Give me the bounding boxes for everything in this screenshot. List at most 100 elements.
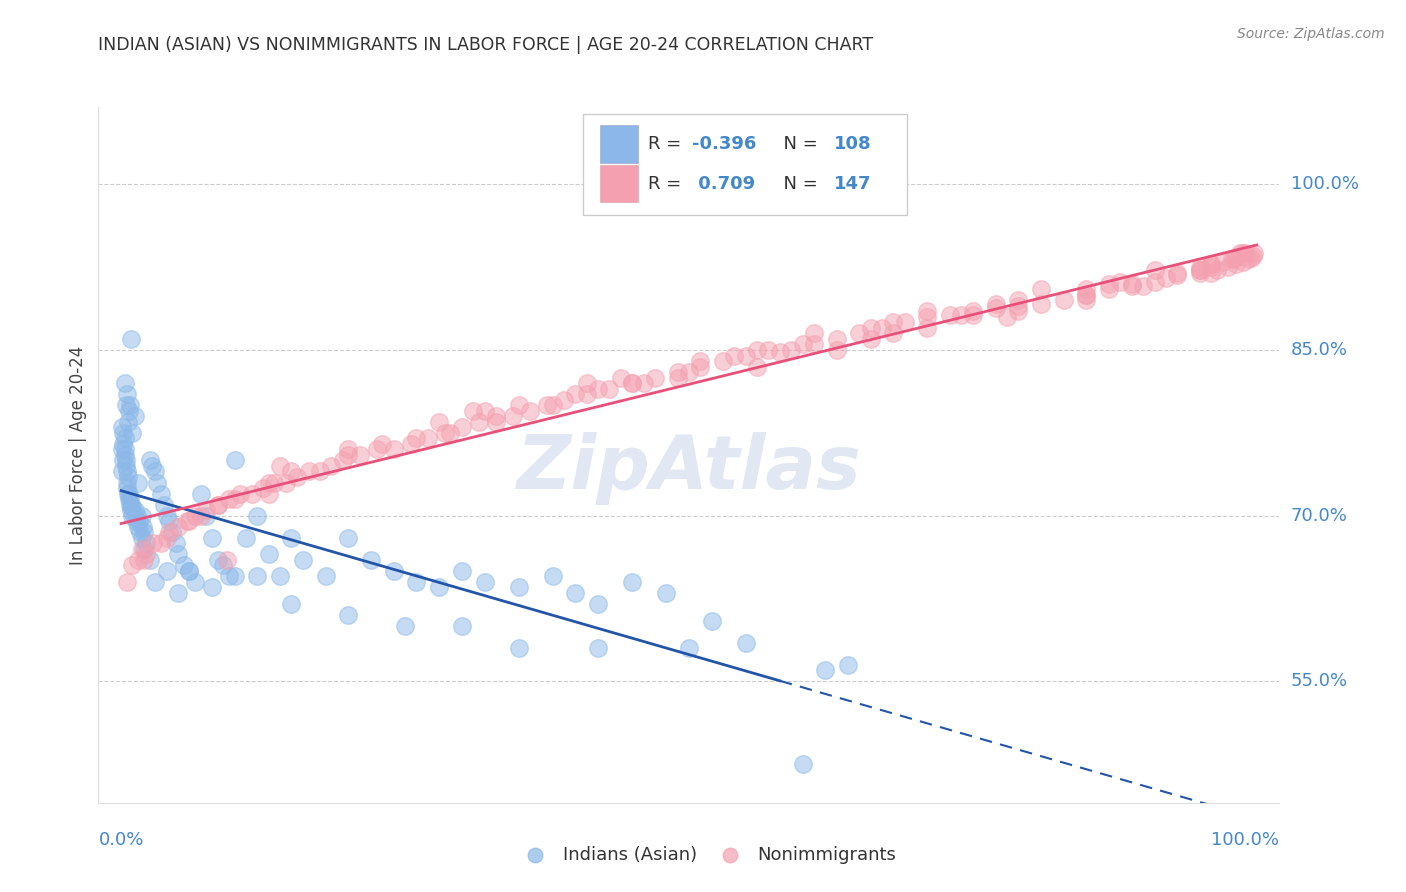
Point: [167, 519, 190, 533]
Point: [122, 508, 145, 523]
Point: [1201, 260, 1223, 275]
Point: [598, 382, 620, 396]
Point: [1220, 252, 1243, 267]
Text: R =: R =: [648, 175, 686, 193]
Point: [734, 349, 756, 363]
Point: [541, 398, 564, 412]
Point: [1076, 287, 1098, 301]
Point: [179, 564, 201, 578]
Point: [427, 415, 450, 429]
Point: [146, 475, 169, 490]
Point: [257, 486, 280, 500]
Point: [962, 308, 984, 322]
Point: [711, 354, 734, 368]
Point: [121, 558, 143, 573]
Point: [995, 310, 1018, 324]
Point: [115, 574, 138, 589]
Point: [882, 326, 904, 341]
Point: [586, 597, 609, 611]
Point: [120, 492, 142, 507]
Point: [803, 326, 825, 341]
Point: [1007, 304, 1029, 318]
Point: [541, 569, 564, 583]
Point: [1143, 263, 1166, 277]
Point: [837, 657, 859, 672]
Point: [195, 503, 218, 517]
Point: [111, 465, 134, 479]
Point: [274, 475, 297, 490]
Point: [1143, 275, 1166, 289]
Point: [825, 343, 848, 357]
Point: [120, 398, 142, 412]
Point: [382, 442, 405, 457]
Text: 0.0%: 0.0%: [98, 830, 143, 848]
Point: [125, 508, 148, 523]
Point: [564, 586, 586, 600]
Point: [1076, 282, 1098, 296]
Point: [1223, 252, 1246, 267]
Point: [1121, 279, 1143, 293]
Point: [519, 403, 541, 417]
Point: [224, 569, 246, 583]
Point: [127, 475, 149, 490]
Point: [111, 420, 134, 434]
Point: [184, 508, 207, 523]
Point: [195, 508, 218, 523]
Y-axis label: In Labor Force | Age 20-24: In Labor Force | Age 20-24: [69, 345, 87, 565]
Point: [621, 376, 644, 391]
Point: [141, 458, 163, 473]
Point: [1212, 254, 1234, 268]
Point: [297, 465, 319, 479]
Point: [142, 536, 165, 550]
Point: [399, 437, 422, 451]
Point: [121, 500, 143, 514]
Point: [114, 453, 136, 467]
Point: [984, 301, 1007, 315]
Point: [212, 558, 235, 573]
Point: [1109, 275, 1132, 289]
Point: [1188, 260, 1211, 275]
Point: [165, 536, 187, 550]
Text: 100.0%: 100.0%: [1291, 176, 1358, 194]
Point: [433, 425, 456, 440]
Point: [201, 581, 224, 595]
Point: [207, 553, 229, 567]
Point: [1007, 293, 1029, 308]
Point: [280, 531, 302, 545]
Point: [848, 326, 870, 341]
Point: [132, 553, 155, 567]
Point: [1029, 282, 1052, 296]
Point: [252, 481, 274, 495]
Point: [792, 337, 814, 351]
FancyBboxPatch shape: [600, 125, 638, 162]
Point: [950, 308, 973, 322]
FancyBboxPatch shape: [600, 165, 638, 202]
Point: [1188, 263, 1211, 277]
Point: [224, 492, 246, 507]
Point: [893, 315, 915, 329]
Point: [1201, 257, 1223, 271]
Point: [416, 431, 439, 445]
Point: [269, 458, 291, 473]
Point: [1232, 245, 1254, 260]
Text: Source: ZipAtlas.com: Source: ZipAtlas.com: [1237, 27, 1385, 41]
Point: [474, 403, 496, 417]
Point: [450, 619, 472, 633]
Point: [120, 332, 142, 346]
Point: [201, 531, 224, 545]
Text: 70.0%: 70.0%: [1291, 507, 1347, 524]
Point: [1132, 279, 1154, 293]
Point: [485, 409, 508, 424]
Point: [115, 475, 138, 490]
Point: [155, 531, 177, 545]
Text: 85.0%: 85.0%: [1291, 341, 1347, 359]
Point: [285, 470, 308, 484]
Point: [128, 514, 150, 528]
Point: [121, 508, 143, 523]
Point: [114, 376, 136, 391]
Point: [780, 343, 803, 357]
Point: [1188, 266, 1211, 280]
Point: [257, 475, 280, 490]
Point: [1236, 252, 1258, 267]
Point: [939, 308, 962, 322]
